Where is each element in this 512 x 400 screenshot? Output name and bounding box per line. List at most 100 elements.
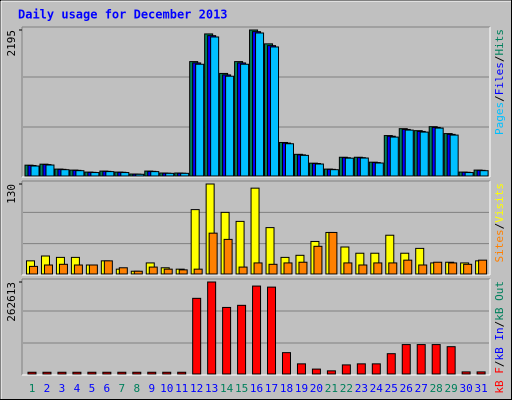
bar (343, 262, 353, 275)
legend-entry: kB F (493, 367, 506, 394)
x-tick-label: 15 (235, 382, 248, 395)
x-tick-label: 4 (74, 382, 81, 395)
x-tick-label: 20 (310, 382, 323, 395)
legend-separator: / (493, 321, 506, 328)
bar (359, 157, 369, 177)
bar (132, 371, 142, 375)
bar (118, 267, 128, 275)
y-tick-label: 262613 (5, 282, 18, 322)
bar (371, 363, 381, 375)
bar (328, 231, 338, 275)
bar (178, 269, 188, 275)
bar (222, 306, 232, 375)
bar (207, 281, 217, 375)
bar (165, 172, 175, 177)
bar (449, 134, 459, 177)
x-tick-label: 6 (104, 382, 111, 395)
bar (283, 262, 293, 275)
bar (356, 363, 366, 375)
bar (341, 364, 351, 375)
bar (147, 371, 157, 375)
bar (401, 344, 411, 375)
bar (43, 264, 53, 275)
bar (326, 370, 336, 375)
bar (90, 172, 100, 177)
bar (103, 260, 113, 275)
bar (253, 262, 263, 275)
legend: Sites/Visits (493, 183, 506, 263)
x-tick-label: 7 (119, 382, 126, 395)
legend-separator: / (493, 361, 506, 368)
legend-entry: Files (493, 62, 506, 95)
bar (267, 286, 277, 375)
bar (148, 266, 158, 275)
x-tick-label: 29 (445, 382, 458, 395)
bar (281, 352, 291, 375)
legend-separator: / (493, 95, 506, 102)
bar (180, 172, 190, 177)
legend-separator: / (493, 223, 506, 230)
bar (270, 46, 280, 177)
bar (311, 368, 321, 375)
bar (57, 371, 67, 375)
bar (150, 171, 160, 177)
legend-entry: Hits (493, 29, 506, 56)
bar (255, 32, 265, 177)
bar (237, 304, 247, 375)
bar (27, 371, 37, 375)
chart-title: Daily usage for December 2013 (18, 8, 228, 22)
bar (252, 285, 262, 375)
bar (117, 371, 127, 375)
legend: Pages/Files/Hits (493, 29, 506, 135)
bar (135, 173, 145, 177)
bar (476, 371, 486, 375)
bar (403, 259, 413, 275)
legend-entry: kB Out (493, 281, 506, 321)
x-tick-label: 17 (265, 382, 278, 395)
bar (75, 170, 85, 177)
bar (102, 371, 112, 375)
bar (163, 268, 173, 275)
bar (73, 264, 83, 275)
y-tick-label: 2195 (5, 30, 18, 57)
x-tick-label: 2 (44, 382, 51, 395)
bar (210, 36, 220, 177)
legend: kB F/kB In/kB Out (493, 281, 506, 394)
bar (374, 162, 384, 177)
bar (45, 164, 55, 177)
x-tick-label: 25 (385, 382, 398, 395)
bar (434, 127, 444, 177)
bar (433, 261, 443, 275)
bar (463, 263, 473, 275)
bar (416, 344, 426, 375)
bar (461, 371, 471, 375)
x-tick-label: 13 (205, 382, 218, 395)
legend-entry: Visits (493, 183, 506, 223)
bar (223, 238, 233, 275)
x-tick-label: 10 (160, 382, 173, 395)
x-tick-label: 14 (220, 382, 234, 395)
legend-separator: / (493, 56, 506, 63)
bar (177, 371, 187, 375)
bar (193, 268, 203, 275)
x-tick-label: 11 (175, 382, 188, 395)
bar (58, 263, 68, 275)
bar (225, 75, 235, 177)
bar (344, 157, 354, 177)
bar (72, 371, 82, 375)
bar (298, 261, 308, 275)
x-tick-label: 19 (295, 382, 308, 395)
x-tick-label: 31 (474, 382, 487, 395)
bar (120, 172, 130, 177)
bar (329, 169, 339, 177)
x-tick-label: 9 (148, 382, 155, 395)
bar (446, 346, 456, 375)
x-tick-label: 16 (250, 382, 263, 395)
bar (192, 297, 202, 375)
bar (314, 163, 324, 177)
bar (479, 170, 489, 177)
bar (448, 262, 458, 275)
x-tick-label: 3 (59, 382, 66, 395)
bar (388, 262, 398, 275)
